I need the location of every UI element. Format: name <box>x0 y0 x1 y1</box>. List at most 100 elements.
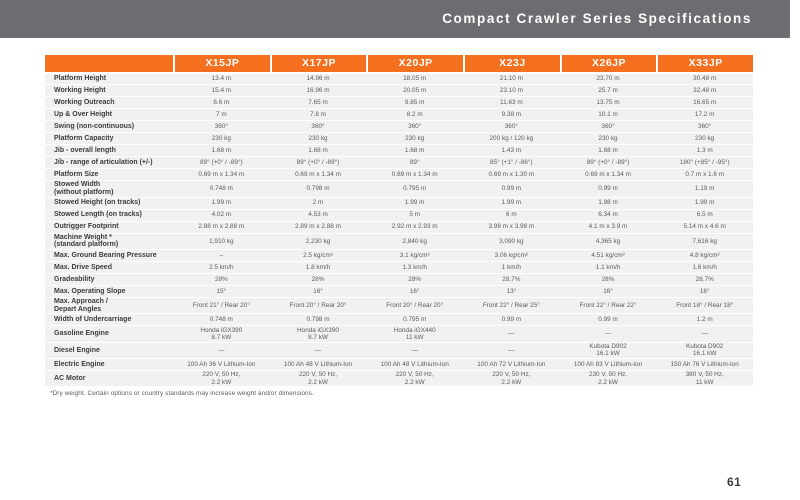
column-header-x15jp: X15JP <box>173 55 270 72</box>
spec-table-body: Platform Height 13.4 m 14.96 m 18.05 m 21.10… <box>45 73 753 387</box>
spec-value-cell: 16° <box>603 287 613 295</box>
spec-value-cell: Front 20° / Rear 20° <box>386 301 444 309</box>
spec-value-cell: 360° <box>698 123 712 131</box>
spec-value-cell: 28.7% <box>695 275 714 283</box>
spec-value-cell: 2.5 kg/cm² <box>303 251 333 259</box>
spec-value-cell: 1.98 m <box>598 199 618 207</box>
spec-value-cell: 1,910 kg <box>209 237 234 245</box>
table-row: Diesel Engine — — — — Kubota D902 16.1 kW Kubo… <box>45 342 753 358</box>
spec-value-cell: 28% <box>311 275 325 283</box>
table-row: Swing (non-continuous) 360° 360° 360° 360° 36… <box>45 121 753 133</box>
row-label: Max. Operating Slope <box>54 287 126 295</box>
spec-value-cell: 30.48 m <box>693 75 717 83</box>
spec-value-cell: 3.98 m x 3.98 m <box>488 223 535 231</box>
spec-value-cell: 3.06 kg/cm² <box>494 251 529 259</box>
spec-value-cell: 6.34 m <box>598 211 618 219</box>
row-label: Platform Height <box>54 75 107 83</box>
table-row: Gasoline Engine Honda iGX390 8.7 kW Honda … <box>45 326 753 342</box>
spec-value-cell: 0.795 m <box>403 316 427 324</box>
spec-value-cell: 220 V, 50 Hz, 2.2 kW <box>492 371 531 386</box>
spec-value-cell: 1.68 m <box>308 147 328 155</box>
spec-value-cell: — <box>314 346 322 354</box>
spec-value-cell: 16.65 m <box>693 99 717 107</box>
spec-value-cell: Honda iGX440 11 kW <box>393 326 436 341</box>
spec-value-cell: 1.99 m <box>501 199 522 207</box>
spec-value-cell: 1 km/h <box>501 263 521 271</box>
spec-value-cell: 0.748 m <box>209 316 233 324</box>
spec-value-cell: 2 m <box>312 199 324 207</box>
spec-value-cell: — <box>701 330 708 338</box>
table-row: Stowed Length (on tracks) 4.02 m 4.53 m 5 m… <box>45 209 753 221</box>
spec-value-cell: 28% <box>408 275 422 283</box>
table-row: Gradeability 28% 28% 28% 28.7% 28% 28.7% <box>45 274 753 285</box>
spec-value-cell: 1.68 m <box>598 147 618 155</box>
row-label: Gradeability <box>54 275 95 283</box>
spec-value-cell: 1.43 m <box>501 147 522 155</box>
spec-value-cell: 230 kg <box>598 135 618 143</box>
table-row: Electric Engine 100 Ah 36 V Lithium-Ion 10… <box>45 359 753 370</box>
spec-value-cell: 220 V, 50 Hz, 2.2 kW <box>298 371 338 386</box>
spec-value-cell: 7,616 kg <box>692 237 717 245</box>
spec-value-cell: 1.8 km/h <box>305 263 331 271</box>
spec-value-cell: 1.8 km/h <box>692 263 717 271</box>
spec-value-cell: 100 Ah 48 V Lithium-Ion <box>380 360 449 368</box>
row-label: Electric Engine <box>54 360 105 368</box>
spec-value-cell: 89° (+0° / -89°) <box>296 159 340 167</box>
spec-value-cell: 28% <box>214 275 228 283</box>
table-row: Jib - overall length 1.68 m 1.68 m 1.68 m 1.… <box>45 145 753 157</box>
spec-value-cell: Front 22° / Rear 22° <box>579 301 637 309</box>
spec-value-cell: 380 V, 50 Hz, 11 kW <box>685 371 724 386</box>
column-header-x17jp: X17JP <box>269 55 367 72</box>
spec-value-cell: 100 Ah 48 V Lithium-Ion <box>283 360 353 368</box>
page-number: 61 <box>727 475 742 489</box>
spec-value-cell: 4.1 m x 3.9 m <box>588 223 628 231</box>
spec-value-cell: — <box>508 330 515 338</box>
spec-value-cell: 180° (+85° / -95°) <box>679 159 730 167</box>
spec-value-cell: 6.6 m <box>213 99 230 107</box>
row-label: Jib - range of articulation (+/-) <box>54 158 153 166</box>
spec-value-cell: 13.75 m <box>596 99 620 107</box>
row-label: Max. Drive Speed <box>54 263 112 271</box>
spec-value-cell: 16.96 m <box>306 87 330 95</box>
spec-value-cell: 150 Ah 76 V Lithium-Ion <box>670 360 739 368</box>
spec-value-cell: 0.748 m <box>209 185 233 193</box>
spec-value-cell: Honda iGX390 8.7 kW <box>297 326 339 341</box>
spec-value-cell: 2,230 kg <box>305 237 331 245</box>
spec-value-cell: 7.8 m <box>310 111 326 119</box>
spec-value-cell: Kubota D902 16.1 kW <box>589 342 627 358</box>
spec-value-cell: 0.798 m <box>306 316 330 324</box>
spec-value-cell: — <box>604 330 612 338</box>
spec-value-cell: 89° (+0° / -89°) <box>586 159 630 167</box>
spec-value-cell: 2.88 m x 2.88 m <box>198 223 245 231</box>
spec-value-cell: 0.795 m <box>403 185 427 193</box>
spec-value-cell: 14.96 m <box>306 75 330 83</box>
table-row: Platform Capacity 230 kg 230 kg 230 kg 200 k… <box>45 133 753 145</box>
spec-value-cell: 28% <box>601 275 615 283</box>
spec-value-cell: Kubota D902 16.1 kW <box>686 342 724 358</box>
spec-value-cell: 28.7% <box>502 275 521 283</box>
spec-value-cell: 1.68 m <box>404 147 425 155</box>
spec-value-cell: 0.99 m <box>598 185 618 193</box>
spec-value-cell: 4.8 kg/cm² <box>689 251 720 259</box>
row-label: Max. Ground Bearing Pressure <box>54 251 157 259</box>
spec-value-cell: 21.10 m <box>499 75 523 83</box>
spec-value-cell: 360° <box>408 123 422 131</box>
spec-value-cell: 6.5 m <box>696 211 713 219</box>
row-label: Width of Undercarriage <box>54 315 132 323</box>
table-row: AC Motor 220 V, 50 Hz, 2.2 kW 220 V, 50 Hz… <box>45 371 753 387</box>
spec-value-cell: 4,365 kg <box>595 237 621 245</box>
row-label: Gasoline Engine <box>54 330 109 338</box>
spec-value-cell: 11.63 m <box>500 99 523 107</box>
spec-table-corner-cell <box>45 55 173 72</box>
spec-value-cell: 7 m <box>216 111 227 119</box>
spec-value-cell: 1.99 m <box>404 199 425 207</box>
row-label: Working Height <box>54 87 106 95</box>
spec-value-cell: 1.68 m <box>211 147 232 155</box>
spec-value-cell: 360° <box>214 123 228 131</box>
spec-value-cell: 7.65 m <box>308 99 328 107</box>
spec-value-cell: 1.2 m <box>696 316 713 324</box>
spec-table: X15JP X17JP X20JP X23J X26JP X33JP Platform H… <box>45 55 754 397</box>
spec-value-cell: Front 20° / Rear 20° <box>289 301 347 309</box>
spec-value-cell: 4.53 m <box>308 211 328 219</box>
spec-value-cell: 89° <box>409 159 420 167</box>
